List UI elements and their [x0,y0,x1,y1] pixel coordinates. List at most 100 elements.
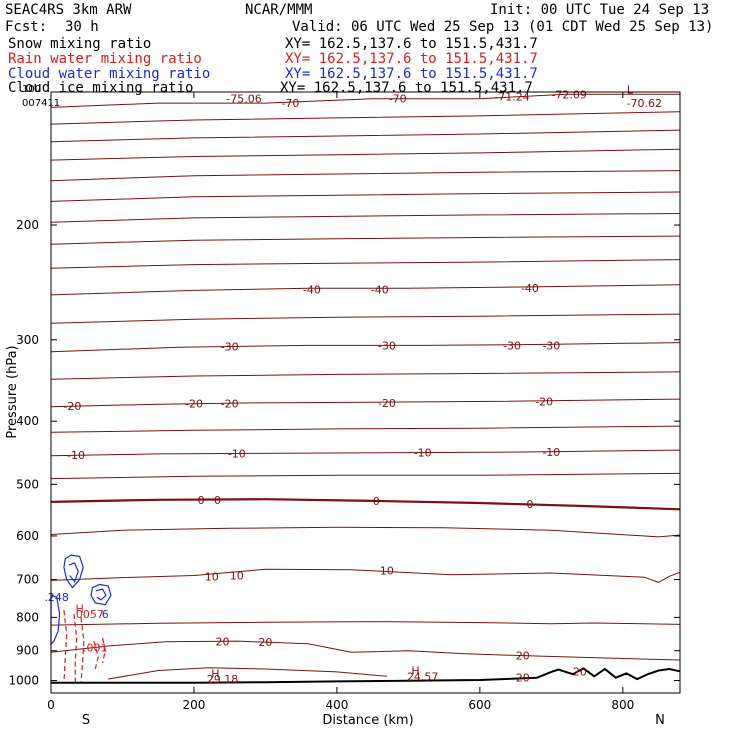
contour-value-label: -75.06 [226,93,261,106]
contour-value-label: 24.57 [407,670,439,683]
field-rain-xy: XY= 162.5,137.6 to 151.5,431.7 [285,51,538,67]
isotherm-line [50,342,681,353]
contour-value-label: -40 [303,283,321,296]
y-tick-label: 600 [16,529,39,543]
contour-value-label: H [211,667,219,680]
contour-value-label: .248 [44,591,69,604]
isotherm-line [50,313,681,324]
isotherm-line [50,621,681,626]
y-tick-label: 500 [16,477,39,491]
contour-value-label: -10 [67,449,85,462]
contour-value-label: 20 [573,665,587,678]
contour-value-label: -30 [378,339,396,352]
contour-value-label: -10 [542,446,560,459]
field-cloud-water-name: Cloud water mixing ratio [8,66,210,82]
cloud-water-contour [68,562,79,583]
isotherm-line [50,129,681,143]
x-tick-label: 600 [468,698,491,712]
rain-water-contour [101,637,106,664]
isotherm-line [50,111,681,125]
isotherm-line [108,667,387,680]
contour-value-label: -10 [228,447,246,460]
valid-time: Valid: 06 UTC Wed 25 Sep 13 (01 CDT Wed … [292,19,713,35]
isotherm-line [50,640,681,661]
x-tick-label: 200 [183,698,206,712]
rain-water-contours [63,610,106,684]
cloud-water-contour [90,583,112,606]
init-time: Init: 00 UTC Tue 24 Sep 13 [490,2,709,18]
contour-value-label: -70 [389,93,407,106]
plot-frame [50,91,681,694]
contour-value-label: 20 [258,636,272,649]
contour-value-label: -20 [221,398,239,411]
isotherm-line [50,284,681,296]
contour-value-label: -20 [535,395,553,408]
model-title: SEAC4RS 3km ARW [5,2,132,18]
isotherm-line [50,398,681,408]
contour-value-label: -70 [281,97,299,110]
contour-value-label: H [411,665,419,678]
isotherm-line [50,498,681,511]
y-tick-label: 700 [16,573,39,587]
contour-value-label: 10 [230,570,244,583]
field-cloud-water-xy: XY= 162.5,137.6 to 151.5,431.7 [285,66,538,82]
x-tick-label: 800 [611,698,634,712]
fcst-value: 30 h [65,19,99,35]
contour-value-label: -30 [221,340,239,353]
contour-value-label: -10 [414,447,432,460]
field-rain-name: Rain water mixing ratio [8,51,202,67]
y-tick-label: 800 [16,610,39,624]
contour-value-label: 0 [214,494,221,507]
x-end-label-s: S [82,713,90,728]
contour-value-label: 0 [373,495,380,508]
rain-water-contour [63,610,68,684]
contour-value-label: 10 [205,571,219,584]
contour-value-label: 20 [516,650,530,663]
y-tick-label: 1000 [8,674,39,688]
overlap-tick-label: 100 [22,84,41,95]
isotherm-line [50,148,681,161]
isotherm-line [50,472,681,480]
x-tick-label: 0 [47,698,55,712]
overlap-sub-label: 007411 [22,98,60,109]
isotherm-line [50,170,681,182]
contour-value-label: 20 [216,636,230,649]
isotherm-line [50,259,681,269]
contour-value-label: L [627,84,634,97]
terrain-path [51,667,681,684]
contour-value-label: -40 [371,283,389,296]
y-tick-label: 400 [16,414,39,428]
rain-water-contour [73,613,78,684]
isotherm-line [50,191,681,202]
x-axis-ticks: 0 200 400 600 800 [47,92,634,712]
contour-value-label: -72.09 [551,88,586,101]
isotherm-line [50,425,681,433]
isotherm-line [50,213,681,223]
contour-value-label: H [75,602,83,615]
org-label: NCAR/MMM [245,2,312,18]
isotherm-line [50,526,681,538]
fcst-label: Fcst: [5,19,47,35]
isotherm-line [50,449,681,457]
contour-value-label: -30 [542,339,560,352]
contour-value-label: -20 [63,400,81,413]
terrain-line [51,667,681,684]
temperature-isotherms [50,93,681,680]
y-tick-label: 300 [16,333,39,347]
cloud-water-contour [95,588,107,601]
contour-value-label: 0 [198,494,205,507]
contour-value-label: -20 [185,398,203,411]
contour-value-label: -70.62 [627,97,662,110]
contour-labels: -75.06 -70 -70 -71.24 -72.09 L-70.62 -40 -40 -40… [44,84,662,686]
field-snow-xy: XY= 162.5,137.6 to 151.5,431.7 [285,36,538,52]
contour-value-label: 10 [380,565,394,578]
x-tick-label: 400 [325,698,348,712]
isotherm-line [50,235,681,245]
contour-value-label: 29.18 [207,673,239,686]
x-axis-label: Distance (km) [322,713,413,728]
contour-value-label: -30 [503,339,521,352]
field-snow-name: Snow mixing ratio [8,36,151,52]
x-end-label-n: N [655,713,665,728]
rain-water-contour [93,640,99,670]
